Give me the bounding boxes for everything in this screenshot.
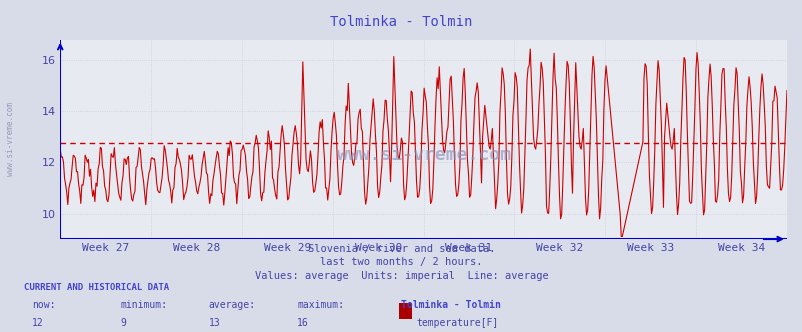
Text: temperature[F]: temperature[F] <box>415 318 497 328</box>
Text: www.si-vreme.com: www.si-vreme.com <box>336 146 510 164</box>
Text: 12: 12 <box>32 318 44 328</box>
Text: last two months / 2 hours.: last two months / 2 hours. <box>320 257 482 267</box>
Text: Tolminka - Tolmin: Tolminka - Tolmin <box>330 15 472 29</box>
Text: 9: 9 <box>120 318 126 328</box>
Text: minimum:: minimum: <box>120 300 168 310</box>
Text: now:: now: <box>32 300 55 310</box>
Text: maximum:: maximum: <box>297 300 344 310</box>
Text: 16: 16 <box>297 318 309 328</box>
Text: Values: average  Units: imperial  Line: average: Values: average Units: imperial Line: av… <box>254 271 548 281</box>
Text: Tolminka - Tolmin: Tolminka - Tolmin <box>401 300 500 310</box>
Text: average:: average: <box>209 300 256 310</box>
Text: www.si-vreme.com: www.si-vreme.com <box>6 103 15 176</box>
Text: Slovenia / river and sea data.: Slovenia / river and sea data. <box>307 244 495 254</box>
Text: CURRENT AND HISTORICAL DATA: CURRENT AND HISTORICAL DATA <box>24 283 169 292</box>
Text: 13: 13 <box>209 318 221 328</box>
